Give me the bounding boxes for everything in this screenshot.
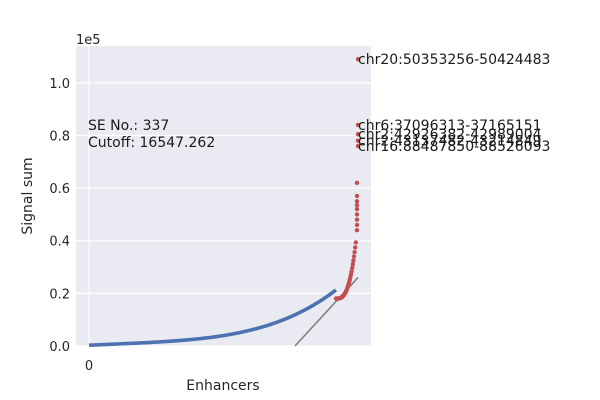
y-tick-label: 0.2: [49, 287, 70, 302]
super-enhancer-point: [355, 122, 361, 128]
super-enhancer-point: [353, 245, 358, 250]
super-enhancer-point: [355, 143, 361, 149]
x-axis-label: Enhancers: [186, 378, 259, 394]
y-tick-label: 1.0: [49, 77, 70, 92]
super-enhancer-point: [354, 228, 360, 233]
se-count-annotation: SE No.: 337: [88, 118, 169, 134]
grid-lines: [76, 46, 371, 347]
point-labels: chr20:50353256-50424483 chr6:37096313-371…: [358, 52, 550, 155]
super-enhancer-point: [354, 193, 360, 199]
super-enhancer-point: [349, 268, 354, 274]
y-tick-label: 0.6: [49, 182, 70, 197]
typical-enhancers-series: [88, 288, 338, 348]
super-enhancer-point: [351, 254, 357, 259]
super-enhancer-point: [354, 206, 360, 212]
labeled-point-text: chr2:42926382-42989004: [358, 127, 542, 143]
super-enhancer-point: [355, 138, 361, 143]
y-axis-label: Signal sum: [20, 157, 36, 234]
super-enhancer-point: [353, 240, 358, 245]
y-tick-label: 0.4: [49, 235, 70, 250]
super-enhancer-point: [354, 203, 360, 208]
labeled-point-text: chr16:88487850-88526093: [358, 139, 550, 155]
y-scale-label: 1e5: [76, 33, 101, 48]
cutoff-annotation: Cutoff: 16547.262: [88, 135, 215, 151]
super-enhancer-point: [354, 222, 360, 228]
ranked-signal-curve: [88, 56, 361, 348]
labeled-point-text: chr6:37096313-37165151: [358, 118, 542, 134]
x-tick-label: 0: [85, 359, 93, 374]
labeled-point-text: chr2:43137482-43214849: [358, 134, 542, 150]
y-tick-label: 0.8: [49, 129, 70, 144]
super-enhancer-point: [354, 199, 360, 204]
super-enhancer-point: [355, 131, 361, 137]
y-tick-label: 0.0: [49, 340, 70, 355]
super-enhancer-point: [352, 249, 357, 255]
super-enhancer-point: [354, 217, 360, 222]
super-enhancer-point: [354, 212, 360, 217]
super-enhancer-point: [350, 265, 355, 271]
super-enhancer-point: [354, 180, 360, 186]
super-enhancer-point: [351, 258, 356, 263]
super-enhancer-point: [355, 56, 361, 62]
tick-labels: 0.0 0.2 0.4 0.6 0.8 1.0 0: [49, 77, 93, 374]
plot-background: [76, 46, 371, 346]
super-enhancer-point: [350, 262, 355, 267]
labeled-point-text: chr20:50353256-50424483: [358, 52, 550, 68]
